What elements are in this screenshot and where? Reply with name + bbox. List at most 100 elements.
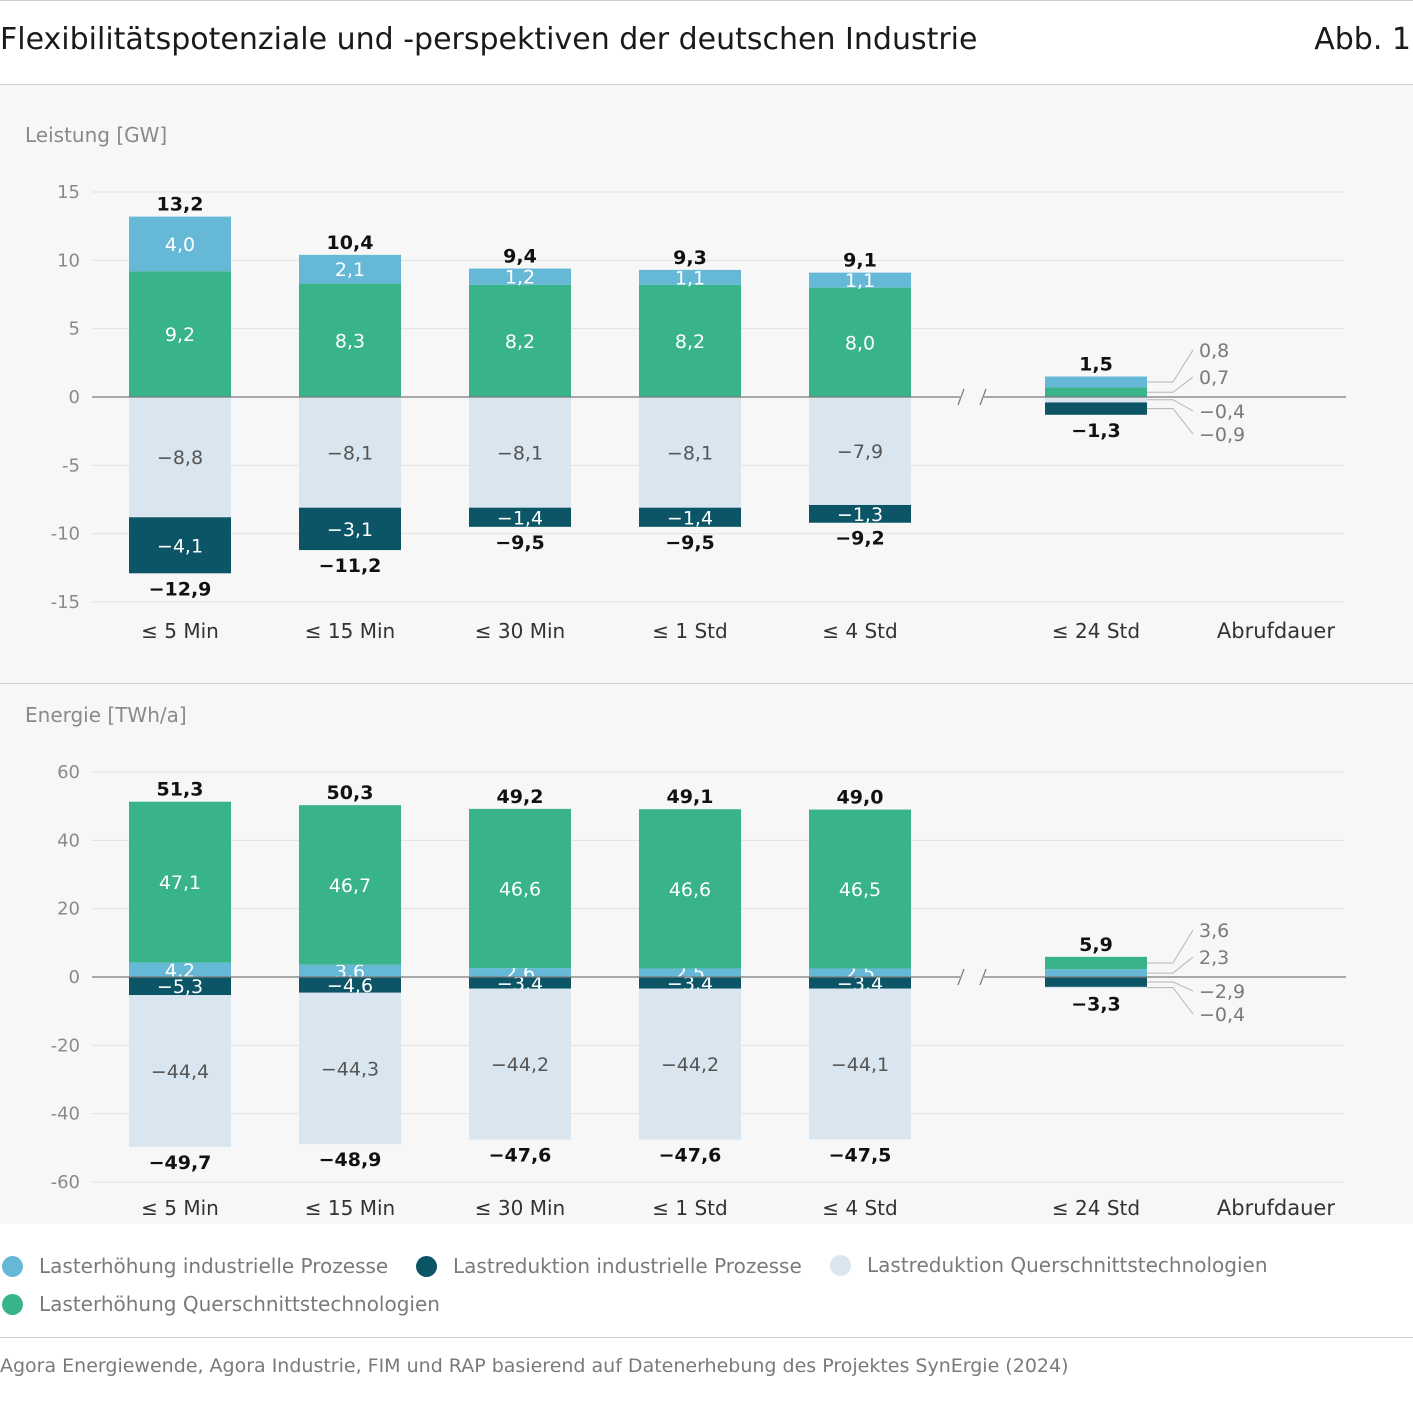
y-tick-label: 0 — [69, 387, 80, 408]
segment-label: 2,1 — [335, 259, 365, 281]
segment-label: −44,3 — [321, 1058, 379, 1080]
y-tick-label: 0 — [69, 967, 80, 988]
x-tick-label: ≤ 15 Min — [305, 619, 395, 643]
segment-label: −8,1 — [327, 442, 373, 464]
y-tick-label: -60 — [51, 1172, 80, 1193]
bar-lastreduktion-industrielle-prozesse — [1045, 977, 1147, 987]
callout-line — [1147, 987, 1194, 1015]
segment-label: 47,1 — [159, 872, 201, 894]
segment-label: 46,6 — [669, 879, 711, 901]
legend-dot — [416, 1255, 437, 1277]
callout-label: 2,3 — [1199, 947, 1229, 969]
segment-label: −8,8 — [157, 447, 203, 469]
total-negative-label: −47,6 — [659, 1145, 722, 1167]
segment-label: −8,1 — [497, 442, 543, 464]
y-tick-label: 20 — [57, 899, 80, 920]
x-tick-label: ≤ 30 Min — [475, 619, 565, 643]
segment-label: −1,3 — [837, 504, 883, 526]
bar-lastreduktion-querschnittstechnologien — [469, 397, 571, 508]
total-negative-label: −9,5 — [665, 532, 715, 554]
x-tick-label: ≤ 24 Std — [1052, 1196, 1140, 1220]
segment-label: 8,2 — [505, 331, 535, 353]
bar-lasterhoehung-industrielle-prozesse — [469, 268, 571, 285]
total-positive-label: 49,1 — [667, 786, 714, 808]
y-tick-label: -5 — [62, 455, 80, 476]
bar-lastreduktion-querschnittstechnologien — [1045, 986, 1147, 989]
bar-lasterhoehung-querschnittstechnologien — [639, 284, 741, 397]
total-positive-label: 5,9 — [1079, 934, 1113, 956]
total-negative-label: −9,2 — [835, 528, 885, 550]
callout-line — [1147, 956, 1194, 974]
total-positive-label: 49,2 — [497, 786, 544, 808]
y-tick-label: -15 — [51, 592, 80, 613]
callout-line — [1147, 408, 1194, 435]
segment-label: −44,2 — [491, 1054, 549, 1076]
axis-break-mark — [979, 968, 987, 986]
bar-lastreduktion-industrielle-prozesse — [809, 504, 911, 523]
panel-energie: Energie [TWh/a] 60 40 20 0 -20 -40 -60 4,2 47,1 −5… — [0, 684, 1413, 1224]
callout-label: −0,9 — [1199, 424, 1245, 446]
bar-lasterhoehung-industrielle-prozesse — [639, 968, 741, 977]
callout-line — [1147, 929, 1194, 964]
segment-label: −7,9 — [837, 441, 883, 463]
segment-label: −44,4 — [151, 1061, 209, 1083]
bar-lastreduktion-industrielle-prozesse — [809, 977, 911, 989]
total-positive-label: 51,3 — [157, 779, 204, 801]
bar-lasterhoehung-querschnittstechnologien — [1045, 956, 1147, 970]
bar-lasterhoehung-querschnittstechnologien — [469, 808, 571, 969]
total-negative-label: −12,9 — [149, 578, 212, 600]
bar-lastreduktion-querschnittstechnologien — [639, 397, 741, 508]
bar-lastreduktion-querschnittstechnologien — [1045, 397, 1147, 403]
segment-label: −4,1 — [157, 535, 203, 557]
bar-lasterhoehung-querschnittstechnologien — [299, 283, 401, 397]
bar-lasterhoehung-industrielle-prozesse — [299, 254, 401, 284]
segment-label: 46,7 — [329, 875, 371, 897]
segment-label: −5,3 — [157, 976, 203, 998]
callout-line — [1147, 376, 1194, 393]
bar-lasterhoehung-querschnittstechnologien — [639, 809, 741, 969]
bar-lasterhoehung-industrielle-prozesse — [129, 216, 231, 272]
bar-lastreduktion-industrielle-prozesse — [469, 507, 571, 527]
legend-label: Lasterhöhung Querschnittstechnologien — [39, 1292, 440, 1316]
bar-lastreduktion-industrielle-prozesse — [639, 507, 741, 527]
total-negative-label: −47,6 — [489, 1145, 552, 1167]
callout-line — [1147, 981, 1194, 992]
total-positive-label: 13,2 — [157, 194, 204, 216]
total-negative-label: −3,3 — [1071, 993, 1121, 1015]
total-positive-label: 9,4 — [503, 246, 537, 268]
bar-lasterhoehung-industrielle-prozesse — [129, 962, 231, 977]
bar-lastreduktion-querschnittstechnologien — [809, 988, 911, 1140]
axis-break-mark — [957, 388, 965, 406]
callout-label: 0,7 — [1199, 367, 1229, 389]
bar-lasterhoehung-querschnittstechnologien — [129, 271, 231, 397]
bar-lasterhoehung-industrielle-prozesse — [809, 968, 911, 977]
bar-lasterhoehung-querschnittstechnologien — [469, 284, 571, 397]
bar-lastreduktion-querschnittstechnologien — [469, 988, 571, 1140]
source-note: Agora Energiewende, Agora Industrie, FIM… — [0, 1355, 1069, 1377]
segment-label: 8,3 — [335, 330, 365, 352]
x-tick-label: ≤ 5 Min — [141, 1196, 219, 1220]
bar-lasterhoehung-industrielle-prozesse — [809, 272, 911, 288]
panel-leistung: Leistung [GW] 15 10 5 0 -5 -10 -15 9,2 4,0 −8,8 −4,… — [0, 85, 1413, 683]
panel-divider — [0, 683, 1413, 684]
y-axis-title: Leistung [GW] — [25, 123, 167, 147]
bar-lastreduktion-querschnittstechnologien — [299, 992, 401, 1145]
chart-leistung: Leistung [GW] 15 10 5 0 -5 -10 -15 9,2 4,0 −8,8 −4,… — [25, 123, 1346, 643]
chart-energie: Energie [TWh/a] 60 40 20 0 -20 -40 -60 4,2 47,1 −5… — [25, 703, 1346, 1220]
x-tick-label: ≤ 1 Std — [652, 1196, 727, 1220]
legend-item-lastreduktion-querschnitt: Lastreduktion Querschnittstechnologien — [830, 1253, 1268, 1277]
y-tick-label: 15 — [57, 182, 80, 203]
y-tick-label: -40 — [51, 1104, 80, 1125]
segment-label: −3,1 — [327, 519, 373, 541]
total-positive-label: 10,4 — [327, 232, 374, 254]
legend-item-lastreduktion-prozesse: Lastreduktion industrielle Prozesse — [416, 1254, 802, 1278]
callout-line — [1147, 349, 1194, 383]
segment-label: 4,2 — [165, 960, 195, 982]
legend-label: Lastreduktion industrielle Prozesse — [453, 1254, 802, 1278]
y-tick-label: -10 — [51, 524, 80, 545]
y-tick-label: -20 — [51, 1035, 80, 1056]
bar-lastreduktion-querschnittstechnologien — [129, 397, 231, 518]
bar-lastreduktion-industrielle-prozesse — [129, 977, 231, 996]
y-tick-label: 40 — [57, 830, 80, 851]
axis-break-mark — [979, 388, 987, 406]
